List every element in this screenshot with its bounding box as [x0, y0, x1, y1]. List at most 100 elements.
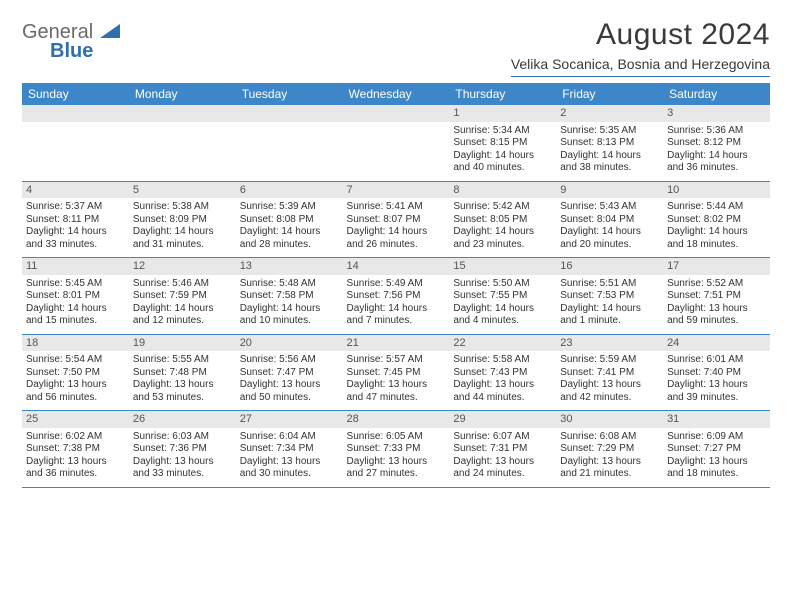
brand-triangle-icon	[100, 22, 120, 43]
sunset-line: Sunset: 7:50 PM	[26, 367, 125, 380]
day-number: 22	[449, 335, 556, 352]
sunset-line: Sunset: 7:31 PM	[453, 443, 552, 456]
sunset-line: Sunset: 7:43 PM	[453, 367, 552, 380]
daylight-line: Daylight: 14 hours and 31 minutes.	[133, 226, 232, 251]
sunrise-line: Sunrise: 5:58 AM	[453, 354, 552, 367]
sunset-line: Sunset: 7:56 PM	[347, 290, 446, 303]
empty-cell	[129, 105, 236, 181]
sunset-line: Sunset: 7:38 PM	[26, 443, 125, 456]
sunset-line: Sunset: 8:01 PM	[26, 290, 125, 303]
day-details: Sunrise: 5:57 AMSunset: 7:45 PMDaylight:…	[347, 354, 446, 404]
sunset-line: Sunset: 8:09 PM	[133, 214, 232, 227]
brand-logo: General Blue	[22, 18, 120, 61]
daylight-line: Daylight: 13 hours and 50 minutes.	[240, 379, 339, 404]
sunrise-line: Sunrise: 5:43 AM	[560, 201, 659, 214]
day-details: Sunrise: 5:41 AMSunset: 8:07 PMDaylight:…	[347, 201, 446, 251]
day-details: Sunrise: 6:08 AMSunset: 7:29 PMDaylight:…	[560, 431, 659, 481]
day-details: Sunrise: 5:37 AMSunset: 8:11 PMDaylight:…	[26, 201, 125, 251]
sunrise-line: Sunrise: 6:01 AM	[667, 354, 766, 367]
day-cell: 26Sunrise: 6:03 AMSunset: 7:36 PMDayligh…	[129, 411, 236, 488]
daylight-line: Daylight: 14 hours and 38 minutes.	[560, 150, 659, 175]
sunrise-line: Sunrise: 5:36 AM	[667, 125, 766, 138]
daylight-line: Daylight: 13 hours and 44 minutes.	[453, 379, 552, 404]
sunrise-line: Sunrise: 5:48 AM	[240, 278, 339, 291]
sunset-line: Sunset: 8:05 PM	[453, 214, 552, 227]
daylight-line: Daylight: 14 hours and 23 minutes.	[453, 226, 552, 251]
sunrise-line: Sunrise: 5:34 AM	[453, 125, 552, 138]
day-number: 29	[449, 411, 556, 428]
daylight-line: Daylight: 13 hours and 53 minutes.	[133, 379, 232, 404]
daylight-line: Daylight: 14 hours and 15 minutes.	[26, 303, 125, 328]
sunrise-line: Sunrise: 5:39 AM	[240, 201, 339, 214]
day-cell: 10Sunrise: 5:44 AMSunset: 8:02 PMDayligh…	[663, 181, 770, 258]
day-cell: 5Sunrise: 5:38 AMSunset: 8:09 PMDaylight…	[129, 181, 236, 258]
daylight-line: Daylight: 13 hours and 59 minutes.	[667, 303, 766, 328]
day-details: Sunrise: 5:48 AMSunset: 7:58 PMDaylight:…	[240, 278, 339, 328]
day-cell: 29Sunrise: 6:07 AMSunset: 7:31 PMDayligh…	[449, 411, 556, 488]
daylight-line: Daylight: 13 hours and 21 minutes.	[560, 456, 659, 481]
day-cell: 31Sunrise: 6:09 AMSunset: 7:27 PMDayligh…	[663, 411, 770, 488]
sunset-line: Sunset: 8:02 PM	[667, 214, 766, 227]
day-header: Sunday	[22, 83, 129, 105]
day-details: Sunrise: 6:05 AMSunset: 7:33 PMDaylight:…	[347, 431, 446, 481]
daylight-line: Daylight: 14 hours and 1 minute.	[560, 303, 659, 328]
sunset-line: Sunset: 8:08 PM	[240, 214, 339, 227]
day-number: 13	[236, 258, 343, 275]
daylight-line: Daylight: 13 hours and 47 minutes.	[347, 379, 446, 404]
sunset-line: Sunset: 8:13 PM	[560, 137, 659, 150]
day-details: Sunrise: 5:42 AMSunset: 8:05 PMDaylight:…	[453, 201, 552, 251]
day-number: 28	[343, 411, 450, 428]
sunrise-line: Sunrise: 5:49 AM	[347, 278, 446, 291]
sunset-line: Sunset: 7:51 PM	[667, 290, 766, 303]
day-number: 16	[556, 258, 663, 275]
day-number: 21	[343, 335, 450, 352]
sunrise-line: Sunrise: 6:09 AM	[667, 431, 766, 444]
day-number: 9	[556, 182, 663, 199]
day-number: 23	[556, 335, 663, 352]
day-cell: 11Sunrise: 5:45 AMSunset: 8:01 PMDayligh…	[22, 258, 129, 335]
sunset-line: Sunset: 7:58 PM	[240, 290, 339, 303]
daylight-line: Daylight: 14 hours and 36 minutes.	[667, 150, 766, 175]
sunrise-line: Sunrise: 5:37 AM	[26, 201, 125, 214]
sunset-line: Sunset: 8:11 PM	[26, 214, 125, 227]
daylight-line: Daylight: 13 hours and 36 minutes.	[26, 456, 125, 481]
empty-cell	[236, 105, 343, 181]
daylight-line: Daylight: 14 hours and 40 minutes.	[453, 150, 552, 175]
day-details: Sunrise: 5:45 AMSunset: 8:01 PMDaylight:…	[26, 278, 125, 328]
sunrise-line: Sunrise: 5:45 AM	[26, 278, 125, 291]
day-cell: 25Sunrise: 6:02 AMSunset: 7:38 PMDayligh…	[22, 411, 129, 488]
day-cell: 24Sunrise: 6:01 AMSunset: 7:40 PMDayligh…	[663, 334, 770, 411]
day-details: Sunrise: 5:49 AMSunset: 7:56 PMDaylight:…	[347, 278, 446, 328]
sunrise-line: Sunrise: 5:56 AM	[240, 354, 339, 367]
empty-cell	[22, 105, 129, 181]
day-number: 27	[236, 411, 343, 428]
week-row: 18Sunrise: 5:54 AMSunset: 7:50 PMDayligh…	[22, 334, 770, 411]
day-number: 7	[343, 182, 450, 199]
day-cell: 6Sunrise: 5:39 AMSunset: 8:08 PMDaylight…	[236, 181, 343, 258]
sunset-line: Sunset: 7:36 PM	[133, 443, 232, 456]
day-number: 3	[663, 105, 770, 122]
day-number: 15	[449, 258, 556, 275]
day-details: Sunrise: 5:51 AMSunset: 7:53 PMDaylight:…	[560, 278, 659, 328]
sunset-line: Sunset: 7:27 PM	[667, 443, 766, 456]
day-number: 24	[663, 335, 770, 352]
day-cell: 2Sunrise: 5:35 AMSunset: 8:13 PMDaylight…	[556, 105, 663, 181]
day-cell: 22 Sunrise: 5:58 AMSunset: 7:43 PMDayligh…	[449, 334, 556, 411]
day-number: 25	[22, 411, 129, 428]
sunset-line: Sunset: 7:53 PM	[560, 290, 659, 303]
title-block: August 2024 Velika Socanica, Bosnia and …	[511, 18, 770, 77]
day-cell: 13 Sunrise: 5:48 AMSunset: 7:58 PMDayligh…	[236, 258, 343, 335]
day-details: Sunrise: 5:58 AMSunset: 7:43 PMDaylight:…	[453, 354, 552, 404]
sunset-line: Sunset: 7:59 PM	[133, 290, 232, 303]
week-row: 1Sunrise: 5:34 AMSunset: 8:15 PMDaylight…	[22, 105, 770, 181]
sunset-line: Sunset: 8:07 PM	[347, 214, 446, 227]
daylight-line: Daylight: 13 hours and 24 minutes.	[453, 456, 552, 481]
sunrise-line: Sunrise: 5:54 AM	[26, 354, 125, 367]
day-details: Sunrise: 5:36 AMSunset: 8:12 PMDaylight:…	[667, 125, 766, 175]
day-cell: 4Sunrise: 5:37 AMSunset: 8:11 PMDaylight…	[22, 181, 129, 258]
day-number: 6	[236, 182, 343, 199]
day-header: Monday	[129, 83, 236, 105]
day-header-row: SundayMondayTuesdayWednesdayThursdayFrid…	[22, 83, 770, 105]
page-subtitle: Velika Socanica, Bosnia and Herzegovina	[511, 56, 770, 77]
day-header: Saturday	[663, 83, 770, 105]
